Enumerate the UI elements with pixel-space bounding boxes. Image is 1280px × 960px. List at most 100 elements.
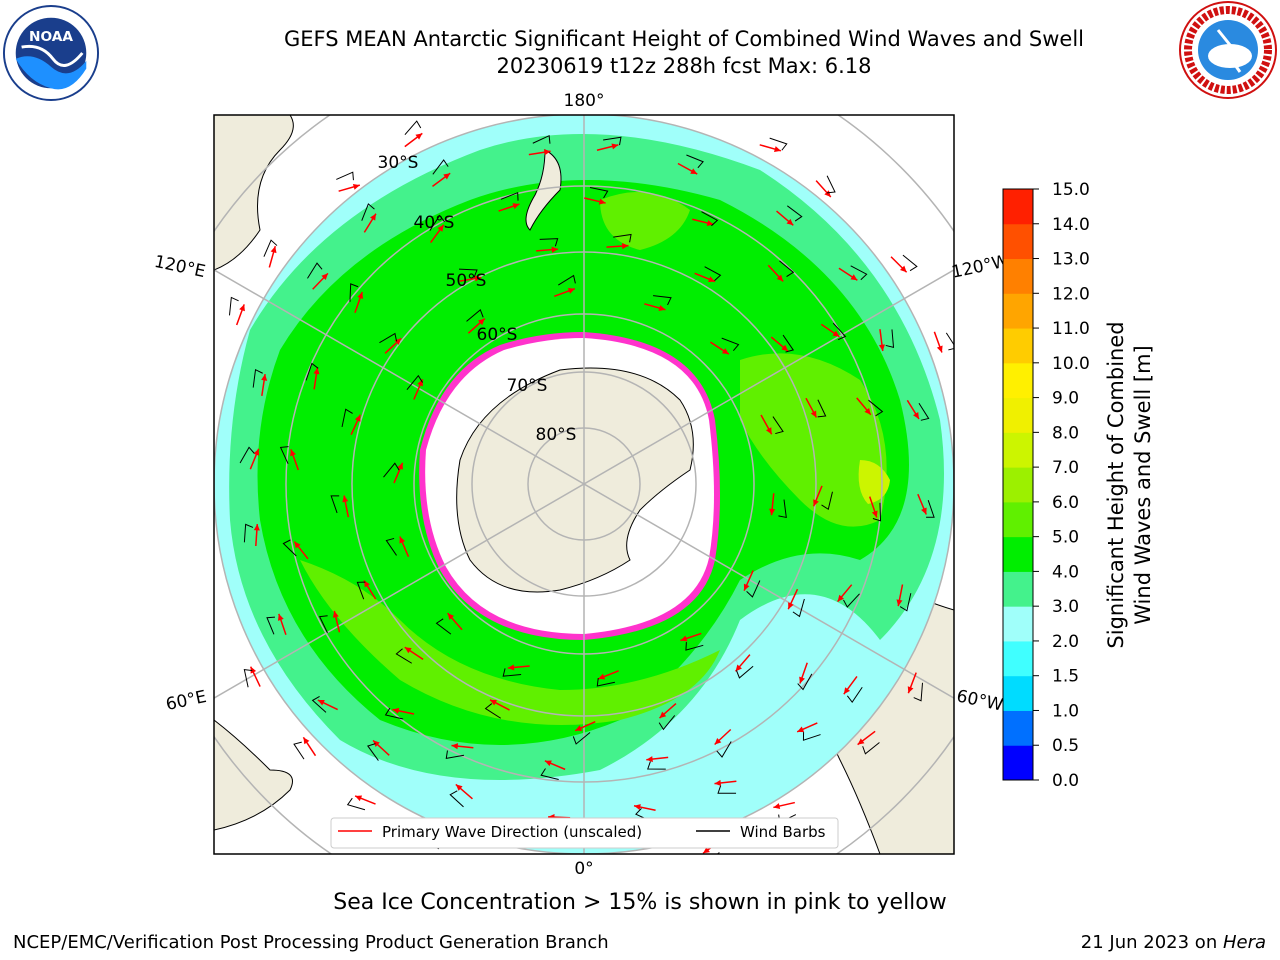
colorbar-cell xyxy=(1003,467,1033,503)
lon-label-120e: 120°E xyxy=(152,252,207,282)
wind-barb xyxy=(647,761,666,770)
wind-barb xyxy=(769,137,788,151)
colorbar-cell xyxy=(1003,536,1033,572)
chart-subtitle-run: 20230619 t12z 288h fcst Max: 6.18 xyxy=(496,54,872,78)
wind-barb xyxy=(826,175,836,194)
wind-barb xyxy=(736,665,754,679)
wind-barb xyxy=(445,750,465,760)
wind-barb xyxy=(653,295,672,306)
colorbar-tick-label: 12.0 xyxy=(1052,284,1090,304)
wave-arrow xyxy=(393,462,404,484)
wind-barb xyxy=(435,618,452,635)
wind-barb xyxy=(336,171,354,181)
wave-arrow xyxy=(290,449,300,471)
wind-barb xyxy=(243,523,254,543)
colorbar-tick-label: 3.0 xyxy=(1052,597,1079,617)
wave-arrow xyxy=(743,570,754,591)
wind-barb xyxy=(279,446,289,464)
lon-label-0: 0° xyxy=(574,859,593,879)
wind-barb xyxy=(361,203,375,221)
land-africa xyxy=(214,719,293,831)
colorbar-tick-label: 8.0 xyxy=(1052,423,1079,443)
wave-arrow xyxy=(896,584,904,607)
wind-barb xyxy=(252,368,263,388)
wave-arrow xyxy=(354,291,364,313)
wave-arrow xyxy=(363,580,377,600)
colorbar-cell xyxy=(1003,606,1033,642)
wind-barb xyxy=(603,136,622,146)
colorbar-tick-label: 13.0 xyxy=(1052,250,1090,270)
wind-barb xyxy=(330,495,340,514)
colorbar-tick-label: 10.0 xyxy=(1052,354,1090,374)
footer-date-text: 21 Jun 2023 on xyxy=(1080,932,1223,953)
wave-direction-arrows xyxy=(235,132,943,854)
wave-arrow xyxy=(760,414,773,435)
wave-arrow xyxy=(769,493,776,516)
wave-arrow xyxy=(714,779,737,786)
wave-arrow xyxy=(404,646,424,661)
wind-barb xyxy=(589,186,609,199)
wave-arrow xyxy=(933,331,943,353)
lat-label-80s: 80°S xyxy=(536,425,577,445)
wave-arrow xyxy=(773,801,795,810)
wind-barb xyxy=(716,741,732,758)
wind-barb xyxy=(379,332,398,344)
colorbar-tick-label: 6.0 xyxy=(1052,493,1079,513)
wind-barb xyxy=(383,462,400,478)
land-new-zealand xyxy=(525,149,562,231)
footer-host: Hera xyxy=(1222,932,1266,953)
wind-barb xyxy=(685,642,704,651)
wave-arrow xyxy=(430,224,445,244)
wind-barb xyxy=(832,322,847,341)
colorbar-tick-label: 7.0 xyxy=(1052,458,1079,478)
wind-barb xyxy=(484,703,501,719)
wave-arrow xyxy=(261,374,268,396)
wind-barb xyxy=(384,707,404,720)
wind-barb xyxy=(243,669,253,688)
wind-barb xyxy=(746,580,761,598)
wave-arrow xyxy=(820,323,840,338)
wave-arrow xyxy=(544,760,566,771)
colorbar-label-line1: Significant Height of Combined xyxy=(1104,321,1128,648)
colorbar-cell xyxy=(1003,745,1033,781)
wind-barb xyxy=(686,154,704,169)
wind-barb xyxy=(772,416,784,435)
wave-arrow xyxy=(597,670,619,680)
wave-arrow xyxy=(838,267,858,281)
wind-barb xyxy=(613,233,632,243)
wind-barb xyxy=(385,537,397,556)
wave-arrow xyxy=(677,162,698,175)
lon-label-60w: 60°W xyxy=(955,686,1005,715)
wind-barb xyxy=(850,265,868,281)
colorbar-tick-label: 1.0 xyxy=(1052,701,1079,721)
wave-arrow xyxy=(459,275,482,282)
wind-barb xyxy=(266,616,276,635)
wind-barb xyxy=(945,332,954,351)
wave-band-5-6-pacific xyxy=(740,353,887,527)
wind-barb xyxy=(318,615,328,634)
colorbar-cell xyxy=(1003,362,1033,399)
colorbar-tick-label: 1.5 xyxy=(1052,667,1079,687)
wave-arrow xyxy=(432,172,451,187)
wind-barb xyxy=(429,214,445,231)
wave-arrow xyxy=(843,676,858,695)
wave-arrow xyxy=(658,702,677,719)
wind-barb xyxy=(872,502,882,522)
colorbar-cell xyxy=(1003,328,1033,364)
wind-barb xyxy=(926,500,935,518)
wind-barb xyxy=(792,598,805,618)
wave-arrow xyxy=(878,329,885,352)
wind-barb xyxy=(367,743,379,761)
wave-arrow xyxy=(890,256,908,273)
colorbar-cell xyxy=(1003,571,1033,607)
wind-barb xyxy=(778,499,787,519)
wind-barb xyxy=(356,581,366,600)
colorbar-tick-label: 11.0 xyxy=(1052,319,1090,339)
footer-date: 21 Jun 2023 on Hera xyxy=(1081,932,1266,953)
lat-label-60s: 60°S xyxy=(477,325,518,345)
wave-arrow xyxy=(759,144,782,153)
wave-arrow xyxy=(467,318,486,334)
wave-arrow xyxy=(644,303,666,312)
wave-arrow xyxy=(317,699,338,711)
wave-arrow xyxy=(404,132,423,148)
